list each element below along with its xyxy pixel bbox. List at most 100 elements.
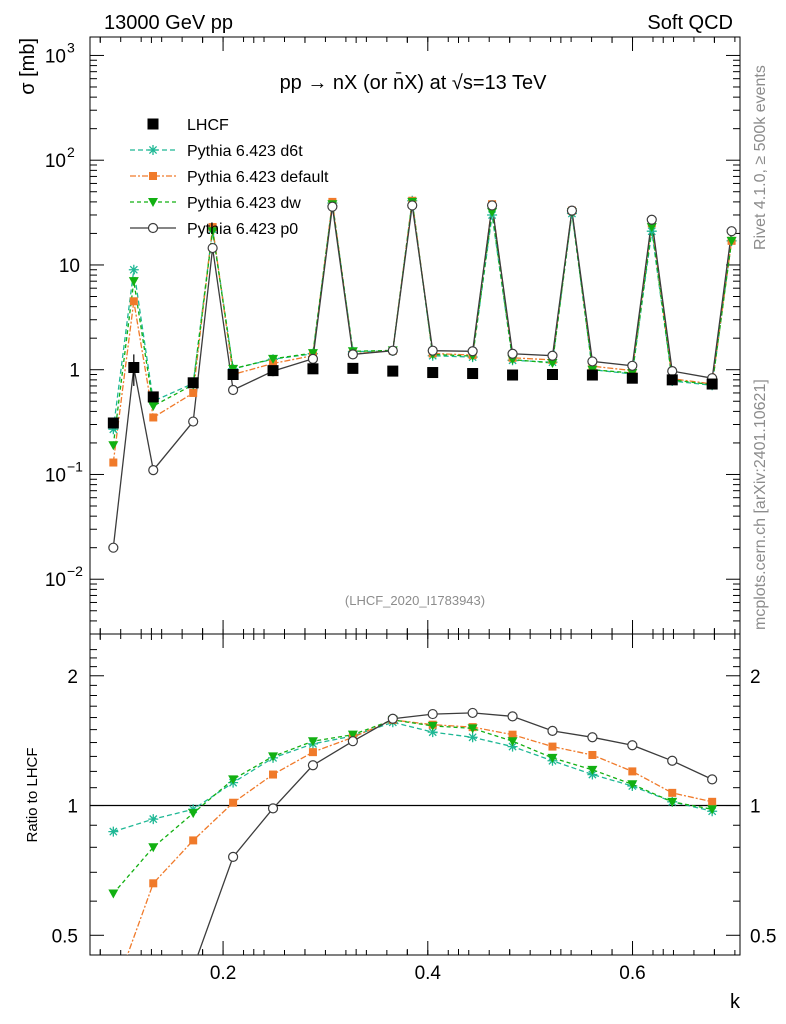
series-markers bbox=[108, 200, 737, 553]
y-tick-base: 10 bbox=[45, 465, 66, 486]
header-left: 13000 GeV pp bbox=[104, 12, 233, 34]
data-point bbox=[307, 363, 319, 375]
ratio-y-tick-label-right: 2 bbox=[750, 667, 761, 688]
data-point bbox=[128, 361, 140, 373]
data-point bbox=[227, 369, 239, 381]
data-point bbox=[507, 348, 518, 359]
data-point bbox=[228, 384, 239, 396]
data-point bbox=[627, 740, 638, 751]
data-point bbox=[347, 349, 358, 360]
ratio-series-line bbox=[197, 712, 713, 955]
data-point bbox=[208, 223, 217, 232]
series-line bbox=[112, 200, 733, 463]
data-point bbox=[547, 358, 558, 368]
data-point bbox=[667, 797, 678, 807]
y-tick-label: 10 3 bbox=[45, 39, 75, 67]
data-point bbox=[467, 346, 478, 357]
legend-label: Pythia 6.423 default bbox=[187, 169, 329, 186]
data-point bbox=[149, 879, 158, 888]
data-point bbox=[147, 391, 159, 403]
data-point bbox=[467, 707, 478, 719]
data-point bbox=[307, 349, 318, 359]
data-point bbox=[706, 378, 718, 390]
x-tick-label: 0.6 bbox=[619, 963, 645, 984]
data-point bbox=[269, 770, 278, 779]
data-point bbox=[427, 367, 439, 379]
ratio-y-tick-label-right: 1 bbox=[750, 797, 761, 818]
data-point bbox=[108, 441, 119, 451]
data-point bbox=[627, 360, 638, 371]
main-series-layer bbox=[107, 195, 737, 553]
y-tick-label: 10 −1 bbox=[45, 458, 83, 486]
data-point bbox=[307, 353, 319, 364]
ratio-frame bbox=[89, 633, 741, 956]
data-point bbox=[587, 765, 598, 775]
ratio-series-pythia-6-423-p0 bbox=[189, 707, 718, 972]
data-point bbox=[189, 963, 198, 972]
y-tick-exp: 3 bbox=[67, 39, 75, 55]
data-point bbox=[267, 365, 279, 377]
data-point bbox=[726, 226, 737, 237]
data-point bbox=[586, 369, 598, 381]
data-point bbox=[207, 227, 218, 237]
series-lhcf bbox=[107, 354, 718, 429]
ratio-series-line bbox=[112, 719, 713, 894]
data-point bbox=[427, 708, 438, 720]
data-point bbox=[427, 727, 438, 738]
legend-label: Pythia 6.423 p0 bbox=[187, 221, 298, 238]
data-point bbox=[268, 752, 279, 762]
data-point bbox=[148, 465, 159, 476]
legend-entry: Pythia 6.423 default bbox=[130, 169, 329, 186]
data-point bbox=[668, 788, 677, 797]
data-point bbox=[189, 388, 198, 397]
data-point bbox=[646, 214, 657, 225]
ratio-y-axis-label: Ratio to LHCF bbox=[24, 747, 41, 842]
chart-title: pp → nX (or n̄X) at √s=13 TeV bbox=[280, 71, 548, 94]
data-point bbox=[268, 354, 279, 364]
data-point bbox=[228, 851, 239, 862]
data-point bbox=[128, 264, 139, 275]
data-point bbox=[109, 458, 118, 467]
data-point bbox=[207, 242, 218, 254]
y-tick-base: 10 bbox=[45, 46, 66, 67]
data-point bbox=[108, 542, 119, 553]
data-point bbox=[387, 365, 399, 377]
data-point bbox=[507, 711, 518, 722]
ratio-series-pythia-6-423-default bbox=[126, 715, 717, 955]
ratio-series-line bbox=[113, 721, 713, 833]
data-point bbox=[487, 208, 498, 218]
ratio-series-layer bbox=[108, 707, 718, 972]
series-line bbox=[112, 205, 733, 548]
legend: LHCF Pythia 6.423 d6t Pythia 6.423 default… bbox=[130, 117, 329, 238]
data-point bbox=[726, 236, 737, 246]
data-point bbox=[467, 368, 479, 380]
data-point bbox=[347, 730, 358, 740]
data-point bbox=[147, 222, 159, 234]
data-point bbox=[707, 805, 718, 815]
data-point bbox=[427, 721, 438, 731]
series-pythia-6-423-p0 bbox=[112, 205, 733, 548]
data-point bbox=[467, 732, 478, 743]
legend-label: Pythia 6.423 dw bbox=[187, 195, 301, 212]
ratio-series-pythia-6-423-d6t bbox=[108, 717, 718, 837]
data-point bbox=[149, 172, 157, 180]
data-point bbox=[108, 889, 119, 899]
header-right: Soft QCD bbox=[647, 12, 733, 34]
data-point bbox=[149, 413, 158, 422]
y-tick-base: 10 bbox=[45, 570, 66, 591]
data-point bbox=[566, 205, 578, 216]
data-point bbox=[387, 713, 398, 724]
data-point bbox=[507, 369, 519, 381]
data-point bbox=[547, 753, 558, 763]
y-tick-label: 1 bbox=[69, 361, 80, 382]
data-point bbox=[148, 843, 159, 853]
data-point bbox=[129, 297, 138, 306]
y-tick-exp: −1 bbox=[67, 458, 83, 474]
legend-entry: Pythia 6.423 d6t bbox=[130, 143, 303, 160]
data-point bbox=[148, 402, 159, 412]
ratio-y-tick-label: 0.5 bbox=[52, 926, 78, 947]
data-point bbox=[147, 118, 159, 130]
